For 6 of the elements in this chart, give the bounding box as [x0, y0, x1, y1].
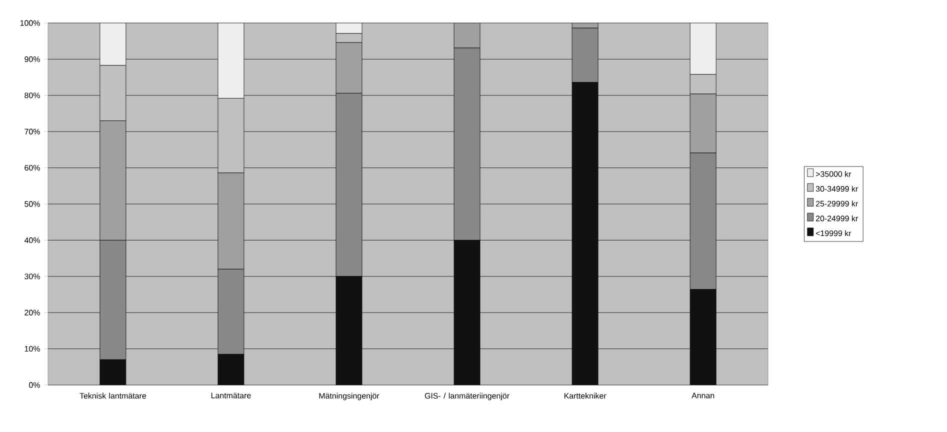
bar — [454, 240, 480, 385]
bar — [100, 359, 126, 385]
bar — [572, 82, 598, 385]
bar — [690, 289, 716, 385]
bar — [218, 354, 244, 385]
bar — [336, 276, 362, 385]
